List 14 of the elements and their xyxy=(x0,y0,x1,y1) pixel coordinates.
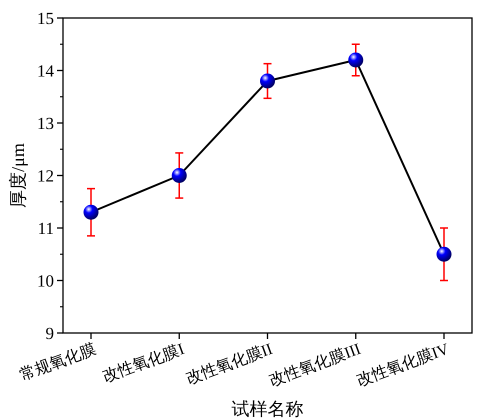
point xyxy=(436,246,452,262)
y-tick-label: 10 xyxy=(37,272,54,290)
point xyxy=(348,52,364,68)
y-tick-label: 12 xyxy=(37,166,54,186)
y-tick-label: 11 xyxy=(38,219,54,238)
point xyxy=(84,204,98,220)
point xyxy=(172,168,187,183)
y-tick-label: 15 xyxy=(37,9,54,28)
point xyxy=(260,74,275,88)
y-tick-label: 14 xyxy=(37,62,54,80)
x-axis-title: 试样名称 xyxy=(232,399,304,419)
y-axis-title: 厚度/μm xyxy=(8,143,28,208)
x-tick-label: 改性氧化膜I xyxy=(100,340,187,386)
y-tick-label: 13 xyxy=(37,114,54,133)
